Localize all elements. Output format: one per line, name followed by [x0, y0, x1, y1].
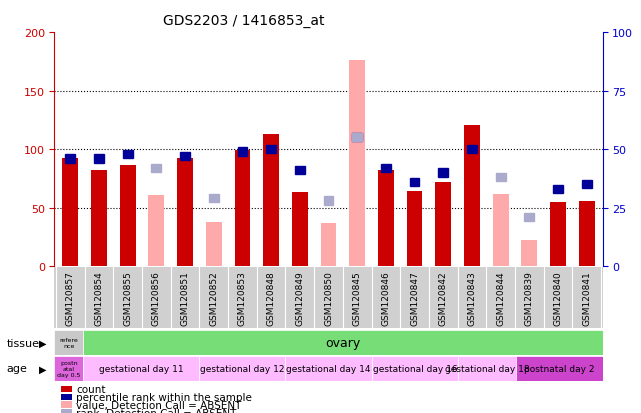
Text: GSM120854: GSM120854 [94, 270, 103, 325]
Text: GSM120848: GSM120848 [267, 270, 276, 325]
Bar [285, 356, 372, 381]
Text: GSM120851: GSM120851 [181, 270, 190, 325]
Bar [209, 195, 219, 203]
Text: age: age [6, 363, 28, 373]
Text: percentile rank within the sample: percentile rank within the sample [76, 392, 252, 402]
Text: GSM120855: GSM120855 [123, 270, 132, 325]
Text: GSM120853: GSM120853 [238, 270, 247, 325]
Bar [522, 241, 537, 266]
Bar [62, 159, 78, 266]
Text: GSM120844: GSM120844 [496, 270, 505, 325]
Bar [378, 171, 394, 266]
Text: refere
nce: refere nce [60, 337, 78, 348]
Bar [381, 164, 391, 173]
Text: GSM120845: GSM120845 [353, 270, 362, 325]
Bar [149, 195, 164, 266]
Text: tissue: tissue [6, 338, 39, 348]
Bar [295, 166, 304, 175]
Bar [516, 356, 603, 381]
Text: GSM120841: GSM120841 [582, 270, 591, 325]
Bar [458, 356, 516, 381]
Bar [372, 356, 458, 381]
Bar [579, 201, 595, 266]
Bar [553, 185, 563, 193]
Text: GSM120842: GSM120842 [439, 270, 448, 325]
Text: gestational day 12: gestational day 12 [200, 364, 284, 373]
Text: postn
atal
day 0.5: postn atal day 0.5 [57, 360, 81, 377]
Bar [54, 330, 83, 355]
Text: GSM120847: GSM120847 [410, 270, 419, 325]
Bar [324, 197, 333, 205]
Bar [320, 223, 337, 266]
Bar [151, 164, 162, 173]
Text: count: count [76, 384, 106, 394]
Text: gestational day 11: gestational day 11 [99, 364, 183, 373]
Bar [406, 192, 422, 266]
Bar [263, 135, 279, 266]
Bar [467, 146, 477, 154]
Text: GSM120840: GSM120840 [554, 270, 563, 325]
Text: GSM120856: GSM120856 [152, 270, 161, 325]
Text: gestational day 14: gestational day 14 [287, 364, 370, 373]
Bar [353, 134, 362, 142]
Bar [435, 183, 451, 266]
Text: GDS2203 / 1416853_at: GDS2203 / 1416853_at [163, 14, 324, 28]
Bar [54, 356, 83, 381]
Text: value, Detection Call = ABSENT: value, Detection Call = ABSENT [76, 400, 242, 410]
Bar [91, 171, 107, 266]
Bar [123, 150, 133, 159]
Bar [94, 155, 104, 163]
Bar [238, 148, 247, 156]
Text: ▶: ▶ [38, 338, 46, 348]
Bar [349, 61, 365, 266]
Bar [495, 173, 506, 182]
Text: GSM120843: GSM120843 [467, 270, 476, 325]
Bar [582, 180, 592, 189]
Text: GSM120852: GSM120852 [209, 270, 218, 325]
Bar [177, 159, 193, 266]
Bar [438, 169, 448, 177]
Text: rank, Detection Call = ABSENT: rank, Detection Call = ABSENT [76, 408, 237, 413]
Text: ovary: ovary [326, 336, 360, 349]
Bar [206, 222, 222, 266]
Bar [493, 194, 508, 266]
Text: postnatal day 2: postnatal day 2 [524, 364, 594, 373]
Text: GSM120857: GSM120857 [66, 270, 75, 325]
Text: ▶: ▶ [38, 363, 46, 373]
Bar [266, 146, 276, 154]
Text: GSM120850: GSM120850 [324, 270, 333, 325]
Bar [464, 125, 480, 266]
Bar [65, 155, 75, 163]
Bar [199, 356, 285, 381]
Text: GSM120849: GSM120849 [296, 270, 304, 325]
Bar [235, 151, 251, 266]
Bar [524, 213, 534, 221]
Bar [83, 356, 199, 381]
Bar [180, 153, 190, 161]
Text: gestational day 16: gestational day 16 [372, 364, 458, 373]
Text: gestational day 18: gestational day 18 [445, 364, 529, 373]
Bar [410, 178, 419, 186]
Text: GSM120839: GSM120839 [525, 270, 534, 325]
Bar [120, 166, 135, 266]
Bar [353, 134, 362, 142]
Bar [550, 202, 566, 266]
Text: GSM120846: GSM120846 [381, 270, 390, 325]
Bar [292, 193, 308, 266]
